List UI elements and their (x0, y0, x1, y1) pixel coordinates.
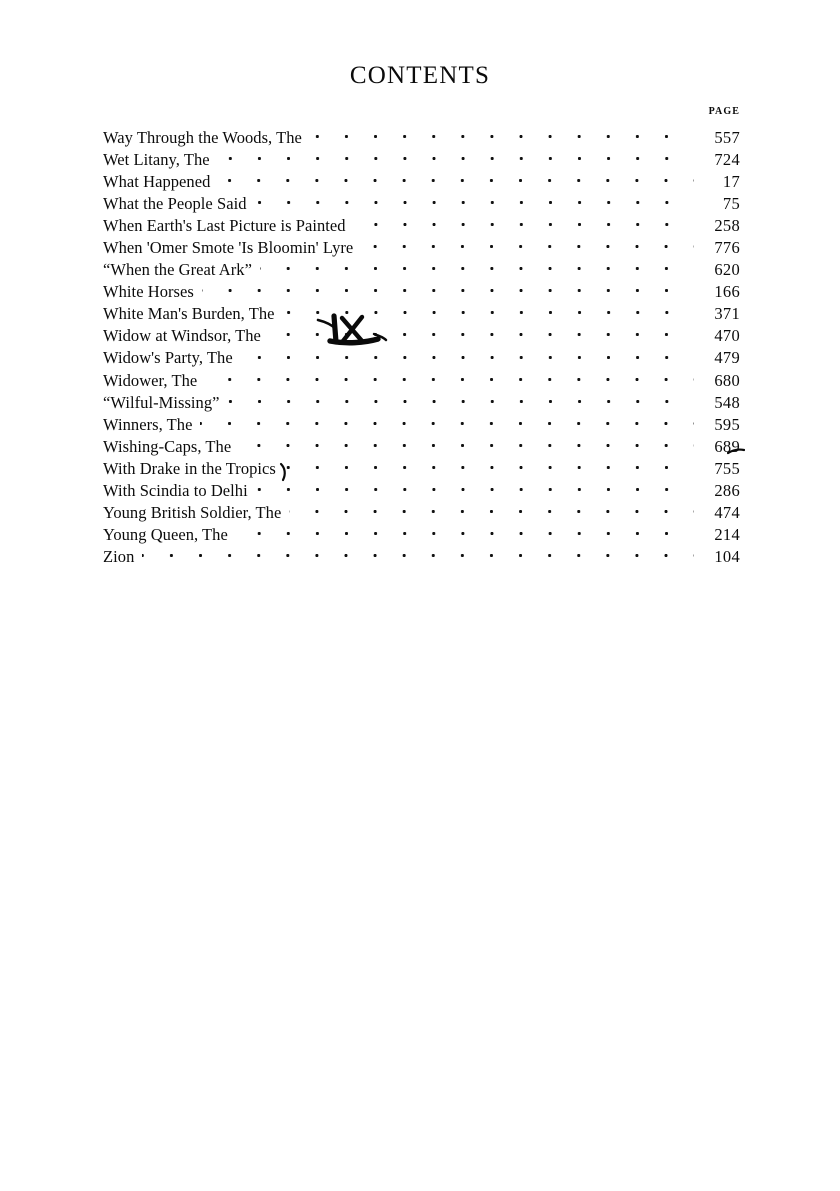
toc-entry-title: “Wilful-Missing” (103, 392, 220, 412)
toc-entry-page-number: 474 (714, 503, 740, 523)
leader-dots (227, 391, 694, 408)
toc-entry-page-number: 595 (714, 414, 740, 434)
toc-entry-page-number: 214 (714, 525, 740, 545)
toc-entry-title: What Happened (103, 171, 211, 191)
toc-entry-row[interactable]: Wishing-Caps, The 689 (103, 435, 740, 457)
toc-entry-page-number: 548 (714, 392, 740, 412)
leader-dots (200, 413, 694, 430)
toc-entry-title: With Drake in the Tropics (103, 458, 276, 478)
leader-dots (205, 369, 694, 386)
toc-entry-title: Wet Litany, The (103, 149, 210, 169)
leader-dots (361, 236, 694, 253)
toc-entry-title: When Earth's Last Picture is Painted (103, 215, 346, 235)
leader-dots (259, 259, 694, 276)
toc-entry-row[interactable]: When Earth's Last Picture is Painted 258 (103, 214, 740, 236)
toc-entry-row[interactable]: Zion 104 (103, 546, 740, 568)
toc-entry-page-number: 286 (714, 481, 740, 500)
toc-entry-page-number: 557 (714, 127, 740, 147)
page-title: CONTENTS (349, 62, 491, 89)
toc-entry-row[interactable]: With Drake in the Tropics 755 (103, 457, 740, 479)
toc-entry-title: Widow at Windsor, The (103, 326, 261, 346)
toc-entry-page-number: 724 (714, 149, 740, 169)
leader-dots (217, 148, 694, 165)
toc-entry-page-number: 620 (714, 260, 740, 280)
toc-entry-title: What the People Said (103, 193, 247, 213)
leader-dots (268, 325, 694, 342)
toc-entry-title: When 'Omer Smote 'Is Bloomin' Lyre (103, 237, 354, 257)
toc-entry-row[interactable]: Young Queen, The 214 (103, 524, 740, 546)
toc-entry-page-number: 680 (714, 370, 740, 390)
leader-dots (255, 480, 694, 497)
toc-entry-row[interactable]: Wet Litany, The 724 (103, 148, 740, 170)
leader-dots (142, 546, 694, 563)
toc-entry-page-number: 166 (714, 282, 740, 302)
leader-dots (254, 192, 694, 209)
toc-entry-row[interactable]: Widow's Party, The 479 (103, 347, 740, 369)
toc-entry-row[interactable]: Widow at Windsor, The 470 (103, 325, 740, 347)
toc-entry-title: White Horses (103, 282, 194, 302)
toc-entry-page-number: 755 (714, 458, 740, 478)
leader-dots (239, 435, 694, 452)
toc-entry-page-number: 104 (714, 547, 740, 567)
page-column-header: PAGE (708, 106, 740, 117)
toc-entry-title: “When the Great Ark” (103, 260, 252, 280)
toc-entry-row[interactable]: Way Through the Woods, The 557 (103, 126, 740, 148)
leader-dots (201, 281, 694, 298)
toc-entry-row[interactable]: When 'Omer Smote 'Is Bloomin' Lyre 776 (103, 236, 740, 258)
leader-dots (289, 502, 694, 519)
leader-dots (282, 303, 694, 320)
toc-entry-row[interactable]: “When the Great Ark” 620 (103, 259, 740, 281)
leader-dots (353, 214, 694, 231)
toc-entry-title: Widow's Party, The (103, 348, 233, 368)
toc-entry-row[interactable]: “Wilful-Missing” 548 (103, 391, 740, 413)
toc-entry-row[interactable]: Widower, The 680 (103, 369, 740, 391)
toc-entry-row[interactable]: What Happened 17 (103, 170, 740, 192)
leader-dots (218, 170, 694, 187)
toc-entry-title: Young British Soldier, The (103, 503, 282, 523)
toc-entry-title: Winners, The (103, 414, 193, 434)
leader-dots (309, 126, 694, 143)
toc-entry-row[interactable]: With Scindia to Delhi 286 (103, 480, 740, 502)
toc-entry-title: With Scindia to Delhi (103, 481, 248, 500)
toc-entry-row[interactable]: What the People Said 75 (103, 192, 740, 214)
leader-dots (283, 457, 694, 474)
toc-entry-row[interactable]: White Man's Burden, The 371 (103, 303, 740, 325)
toc-entry-title: Widower, The (103, 370, 198, 390)
toc-entry-title: Way Through the Woods, The (103, 127, 302, 147)
toc-entry-page-number: 776 (714, 237, 740, 257)
toc-entry-title: White Man's Burden, The (103, 304, 275, 324)
toc-entry-title: Zion (103, 547, 135, 567)
toc-entry-page-number: 17 (722, 171, 740, 191)
toc-entry-title: Wishing-Caps, The (103, 436, 232, 456)
toc-entry-page-number: 258 (714, 215, 740, 235)
leader-dots (235, 524, 694, 541)
toc-entry-page-number: 75 (722, 193, 740, 213)
toc-entry-page-number: 371 (714, 304, 740, 324)
leader-dots (240, 347, 694, 364)
toc-entry-row[interactable]: Young British Soldier, The 474 (103, 502, 740, 524)
toc-entry-row[interactable]: White Horses 166 (103, 281, 740, 303)
toc-entry-page-number: 470 (714, 326, 740, 346)
toc-entry-row[interactable]: Winners, The 595 (103, 413, 740, 435)
toc-entry-page-number: 479 (714, 348, 740, 368)
table-of-contents-list: Way Through the Woods, The 557 Wet Litany,… (103, 126, 740, 568)
toc-entry-title: Young Queen, The (103, 525, 228, 545)
toc-entry-page-number: 689 (714, 436, 740, 456)
